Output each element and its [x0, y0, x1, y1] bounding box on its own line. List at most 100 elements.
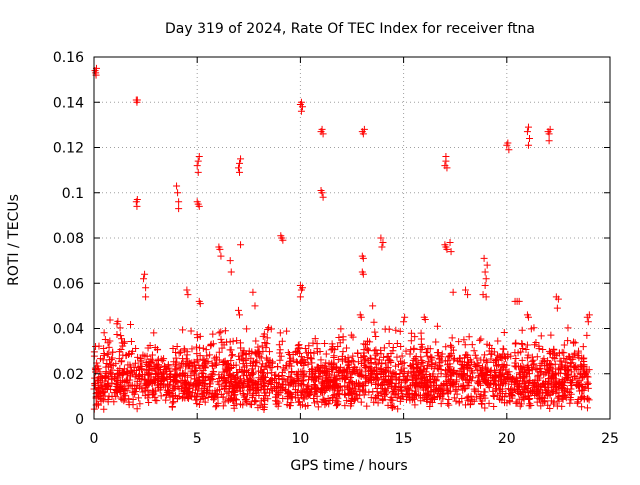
band-point — [519, 363, 527, 371]
band-point — [435, 362, 443, 370]
band-point — [580, 354, 588, 362]
band-point — [351, 363, 359, 371]
band-point — [410, 395, 418, 403]
band-point — [99, 396, 107, 404]
band-point — [198, 372, 206, 380]
band-point — [273, 383, 281, 391]
band-point — [120, 386, 128, 394]
band-point — [240, 367, 248, 375]
data-point — [319, 193, 327, 201]
data-point — [545, 130, 553, 138]
band-point — [418, 346, 426, 354]
band-point — [227, 357, 235, 365]
band-point — [464, 393, 472, 401]
band-point — [380, 344, 388, 352]
band-point — [329, 386, 337, 394]
band-point — [277, 352, 285, 360]
band-point — [518, 326, 526, 334]
band-point — [321, 340, 329, 348]
band-point — [461, 341, 469, 349]
band-point — [173, 342, 181, 350]
band-point — [119, 370, 127, 378]
band-point — [382, 359, 390, 367]
band-point — [493, 361, 501, 369]
band-point — [243, 325, 251, 333]
band-point — [365, 347, 373, 355]
data-point — [545, 137, 553, 145]
band-point — [418, 379, 426, 387]
band-point — [127, 363, 135, 371]
band-point — [187, 327, 195, 335]
band-point — [407, 337, 415, 345]
band-point — [219, 361, 227, 369]
band-point — [343, 372, 351, 380]
band-point — [360, 352, 368, 360]
band-point — [537, 332, 545, 340]
band-point — [553, 402, 561, 410]
data-point — [515, 297, 523, 305]
band-point — [394, 405, 402, 413]
band-point — [295, 344, 303, 352]
band-point — [438, 350, 446, 358]
band-point — [274, 389, 282, 397]
band-point — [152, 360, 160, 368]
band-point — [489, 387, 497, 395]
band-point — [197, 395, 205, 403]
band-point — [526, 400, 534, 408]
data-points — [90, 64, 593, 414]
band-point — [182, 362, 190, 370]
data-point — [196, 300, 204, 308]
band-point — [567, 390, 575, 398]
band-point — [388, 396, 396, 404]
band-point — [460, 360, 468, 368]
band-point — [188, 345, 196, 353]
band-point — [242, 396, 250, 404]
band-point — [226, 346, 234, 354]
band-point — [427, 353, 435, 361]
band-point — [94, 392, 102, 400]
data-point — [443, 245, 451, 253]
x-tick-labels: 0 5 10 15 20 25 — [90, 431, 619, 447]
band-point — [520, 395, 528, 403]
band-point — [444, 400, 452, 408]
band-point — [183, 351, 191, 359]
band-point — [193, 383, 201, 391]
band-point — [533, 398, 541, 406]
band-point — [255, 386, 263, 394]
band-point — [292, 380, 300, 388]
band-point — [357, 359, 365, 367]
band-point — [393, 340, 401, 348]
band-point — [432, 338, 440, 346]
band-point — [157, 366, 165, 374]
band-point — [258, 342, 266, 350]
band-point — [307, 355, 315, 363]
band-point — [190, 358, 198, 366]
data-point — [481, 268, 489, 276]
data-point — [298, 284, 306, 292]
band-point — [207, 340, 215, 348]
band-point — [282, 361, 290, 369]
band-point — [167, 376, 175, 384]
band-point — [411, 333, 419, 341]
band-point — [555, 364, 563, 372]
band-point — [216, 386, 224, 394]
band-point — [363, 337, 371, 345]
band-point — [337, 363, 345, 371]
band-point — [265, 348, 273, 356]
band-point — [276, 329, 284, 337]
band-point — [476, 336, 484, 344]
band-point — [502, 390, 510, 398]
band-point — [220, 358, 228, 366]
band-point — [257, 367, 265, 375]
band-point — [507, 352, 515, 360]
data-point — [464, 291, 472, 299]
band-point — [275, 341, 283, 349]
band-point — [350, 367, 358, 375]
x-tick-label: 25 — [601, 431, 619, 447]
band-point — [136, 362, 144, 370]
band-point — [245, 374, 253, 382]
band-point — [370, 318, 378, 326]
band-point — [225, 364, 233, 372]
band-point — [211, 361, 219, 369]
band-point — [343, 397, 351, 405]
